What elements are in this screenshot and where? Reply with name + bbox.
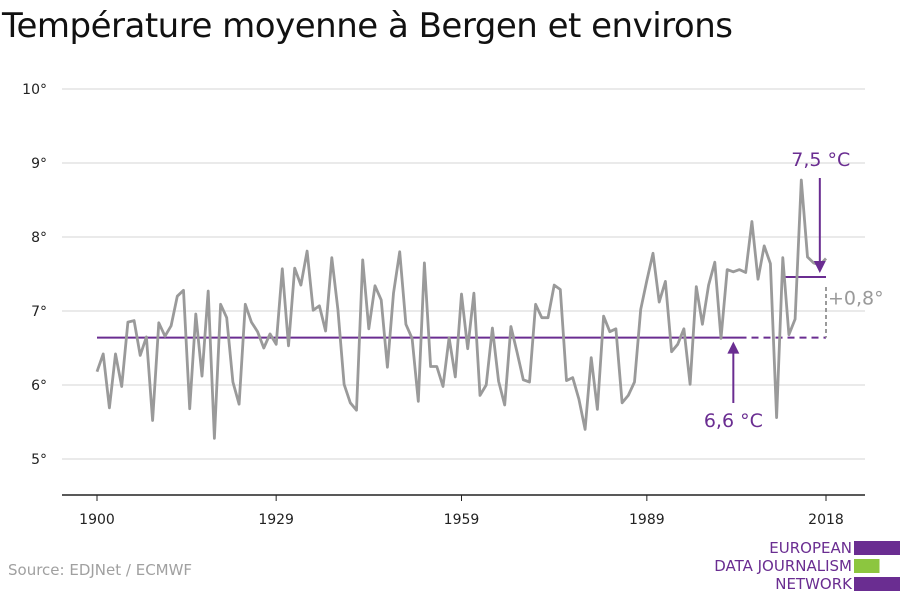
x-tick-label: 1959 [444, 512, 480, 528]
x-tick-label: 1989 [629, 512, 665, 528]
x-tick-label: 1900 [79, 512, 115, 528]
annotations: 6,6 °C 7,5 °C +0,8° [704, 149, 884, 432]
x-axis: 1900 1929 1959 1989 2018 [62, 494, 865, 528]
baseline-arrow-head [727, 341, 740, 354]
y-axis-ticks: 5° 6° 7° 8° 9° 10° [22, 82, 47, 468]
edjnet-logo: EUROPEAN DATA JOURNALISM NETWORK [700, 530, 900, 600]
logo-line-2: DATA JOURNALISM [714, 557, 852, 575]
logo-bar-bottom [854, 577, 900, 591]
series-layer [95, 178, 828, 440]
logo-bar-middle [854, 559, 900, 573]
logo-line-1: EUROPEAN [769, 539, 852, 557]
logo-line-3: NETWORK [775, 575, 852, 593]
recent-arrow-head [813, 260, 826, 273]
x-tick-label: 1929 [258, 512, 294, 528]
y-tick-label: 6° [31, 378, 47, 394]
y-tick-label: 9° [31, 156, 47, 172]
y-tick-label: 10° [22, 82, 47, 98]
logo-bar-top [854, 541, 900, 555]
recent-average-label: 7,5 °C [791, 149, 850, 171]
source-note: Source: EDJNet / ECMWF [8, 561, 193, 579]
y-tick-label: 7° [31, 304, 47, 320]
x-tick-label: 2018 [808, 512, 844, 528]
chart-title: Température moyenne à Bergen et environs [2, 6, 733, 46]
grid-lines [62, 88, 865, 460]
temperature-series-line [95, 178, 828, 440]
baseline-label: 6,6 °C [704, 410, 763, 432]
difference-label: +0,8° [828, 287, 884, 309]
y-tick-label: 5° [31, 452, 47, 468]
y-tick-label: 8° [31, 230, 47, 246]
